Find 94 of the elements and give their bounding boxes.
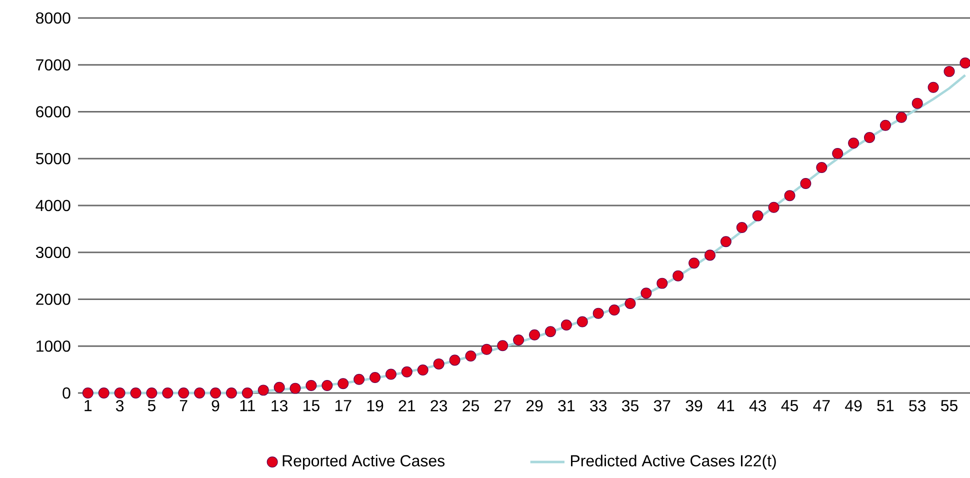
- y-tick-label: 1000: [36, 340, 70, 352]
- y-tick-label: 5000: [36, 152, 70, 164]
- point: [370, 372, 381, 384]
- point: [433, 358, 444, 370]
- point: [465, 350, 476, 362]
- x-tick-label: 21: [398, 400, 416, 412]
- y-tick-label: 8000: [36, 12, 70, 24]
- point: [322, 380, 333, 392]
- x-tick-label: 17: [335, 400, 352, 412]
- point: [497, 340, 508, 352]
- point: [98, 388, 110, 398]
- point: [624, 298, 636, 309]
- point: [800, 178, 812, 189]
- point: [720, 236, 732, 248]
- point: [544, 326, 556, 338]
- point: [513, 334, 524, 346]
- x-tick-label: 35: [622, 400, 638, 412]
- point: [290, 382, 301, 394]
- point: [146, 388, 158, 398]
- x-tick-label: 13: [272, 400, 288, 412]
- point: [928, 82, 939, 93]
- x-tick-label: 29: [526, 400, 543, 412]
- x-tick-label: 27: [494, 400, 511, 412]
- point: [640, 288, 652, 299]
- legend-label: Predicted Active Cases I22(t): [571, 454, 776, 470]
- point: [481, 344, 492, 355]
- point: [896, 112, 907, 123]
- point: [274, 382, 285, 393]
- x-tick-label: 53: [909, 400, 926, 412]
- point: [864, 132, 876, 144]
- point: [576, 316, 588, 328]
- point: [114, 388, 126, 398]
- point: [656, 278, 668, 289]
- y-tick-label: 7000: [36, 59, 70, 71]
- point: [768, 202, 780, 213]
- y-tick-label: 3000: [36, 246, 70, 258]
- point: [338, 378, 349, 390]
- point: [592, 308, 604, 319]
- y-tick-label: 6000: [36, 106, 70, 118]
- point: [306, 380, 317, 392]
- x-tick-label: 9: [212, 400, 220, 412]
- y-tick-label: 0: [62, 387, 70, 399]
- point: [832, 148, 844, 159]
- x-tick-label: 19: [367, 400, 384, 412]
- point: [560, 320, 572, 331]
- y-tick-label: 2000: [36, 294, 70, 305]
- x-tick-label: 45: [781, 400, 798, 412]
- point: [736, 222, 748, 234]
- x-tick-label: 47: [813, 400, 830, 412]
- point: [178, 388, 190, 398]
- point: [672, 270, 684, 282]
- point: [194, 388, 206, 398]
- x-tick-label: 23: [430, 400, 448, 412]
- y-tick-label: 4000: [36, 200, 70, 212]
- x-tick-label: 5: [148, 400, 156, 412]
- x-tick-label: 51: [877, 400, 894, 412]
- point: [130, 388, 142, 398]
- point: [688, 258, 700, 269]
- x-tick-label: 7: [180, 400, 188, 412]
- point: [226, 388, 237, 398]
- x-tick-label: 33: [590, 400, 607, 412]
- x-tick-label: 49: [845, 400, 862, 412]
- point: [608, 304, 620, 316]
- point: [944, 66, 955, 77]
- x-tick-label: 15: [304, 400, 320, 412]
- x-tick-label: 39: [686, 400, 702, 412]
- point: [529, 329, 540, 340]
- point: [162, 388, 174, 398]
- point: [401, 366, 412, 378]
- x-tick-label: 31: [558, 400, 575, 412]
- point: [82, 388, 94, 398]
- x-tick-label: 41: [717, 400, 734, 412]
- point: [210, 388, 221, 398]
- point: [417, 364, 428, 376]
- x-tick-label: 11: [240, 400, 255, 412]
- point: [242, 388, 253, 398]
- point: [880, 120, 891, 131]
- legend-label: Reported Active Cases: [282, 454, 445, 470]
- x-tick-label: 3: [116, 400, 124, 412]
- point: [354, 374, 365, 385]
- point: [816, 162, 828, 174]
- x-tick-label: 37: [654, 400, 670, 412]
- point: [912, 98, 923, 109]
- point: [848, 138, 860, 149]
- x-tick-label: 1: [84, 400, 92, 412]
- x-tick-label: 43: [749, 400, 766, 412]
- point: [784, 190, 796, 202]
- x-tick-label: 55: [940, 400, 958, 412]
- x-tick-label: 25: [462, 400, 479, 412]
- point: [704, 250, 716, 261]
- point: [449, 354, 460, 366]
- point: [385, 368, 396, 380]
- point: [258, 384, 269, 396]
- point: [752, 210, 764, 222]
